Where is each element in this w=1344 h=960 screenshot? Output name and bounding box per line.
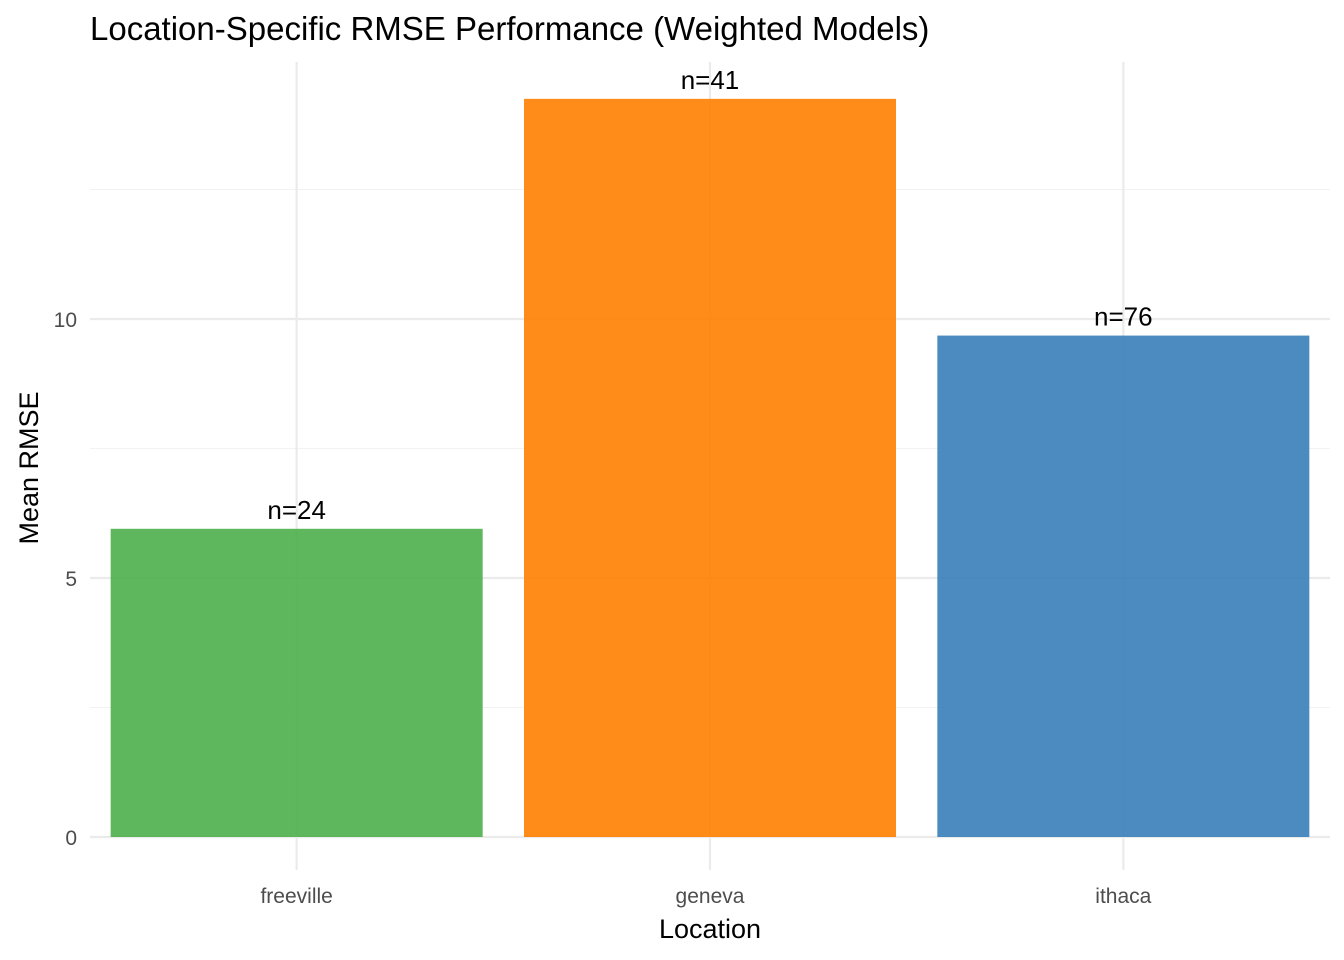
chart-title: Location-Specific RMSE Performance (Weig… (90, 10, 929, 47)
x-tick-label: freeville (260, 885, 332, 908)
y-axis-title: Mean RMSE (14, 391, 44, 544)
bars (110, 98, 1310, 838)
y-tick-label: 10 (54, 309, 77, 332)
bar-data-label: n=41 (681, 65, 740, 95)
bar-data-label: n=76 (1094, 302, 1153, 332)
bar-labels: n=24 n=41 n=76 (267, 65, 1152, 525)
bar-geneva (524, 98, 896, 838)
y-tick-label: 5 (65, 568, 77, 591)
x-axis-title: Location (659, 914, 761, 944)
x-tick-label: ithaca (1095, 885, 1151, 908)
bar-ithaca (937, 335, 1310, 837)
x-tick-label: geneva (676, 885, 745, 908)
y-tick-label: 0 (65, 827, 77, 850)
ticks: 0 5 10 freeville geneva ithaca (54, 309, 1152, 908)
bar-freeville (110, 528, 483, 837)
bar-data-label: n=24 (267, 495, 326, 525)
